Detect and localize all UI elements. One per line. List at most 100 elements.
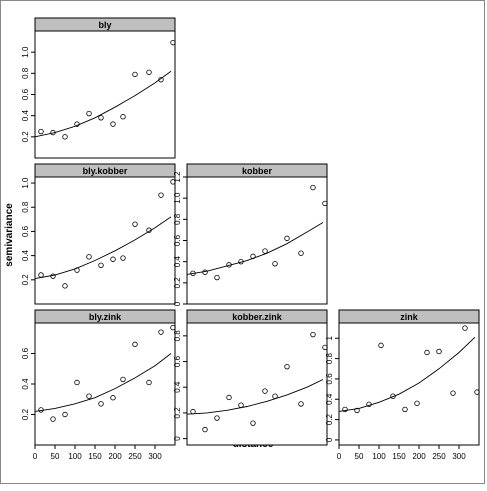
x-tick-label-bly-zink: 150 bbox=[88, 452, 102, 461]
panel-bly bbox=[34, 17, 176, 159]
data-point-bly-kobber bbox=[132, 221, 138, 227]
fit-curve-zink bbox=[338, 336, 476, 412]
data-point-bly-zink bbox=[86, 393, 92, 399]
data-point-kobber-zink bbox=[238, 402, 244, 408]
y-tick-label-bly: 0.4 bbox=[21, 110, 30, 122]
x-tick-label-bly-zink: 200 bbox=[108, 452, 122, 461]
strip-zink bbox=[338, 309, 480, 324]
x-tick-label-bly-zink: 100 bbox=[68, 452, 82, 461]
strip-title-kobber: kobber bbox=[242, 166, 273, 176]
data-point-kobber bbox=[238, 258, 244, 265]
data-point-bly-zink bbox=[158, 329, 164, 335]
x-tick-label-zink: 100 bbox=[372, 452, 386, 461]
data-point-bly-kobber bbox=[50, 273, 56, 279]
y-tick-label-bly: 0.8 bbox=[21, 67, 30, 79]
y-tick-label-bly: 1.0 bbox=[21, 46, 30, 58]
data-point-kobber bbox=[298, 250, 304, 256]
y-tick-label-kobber: 0.8 bbox=[173, 213, 182, 225]
data-point-kobber bbox=[190, 270, 196, 277]
data-point-kobber bbox=[214, 274, 220, 281]
data-point-kobber bbox=[284, 235, 290, 242]
data-point-kobber-zink bbox=[250, 420, 256, 426]
data-point-bly-zink bbox=[62, 411, 68, 418]
data-point-bly bbox=[170, 39, 176, 46]
data-point-kobber-zink bbox=[214, 415, 220, 421]
data-point-bly bbox=[158, 76, 164, 83]
data-point-zink bbox=[436, 348, 442, 355]
data-point-bly-kobber bbox=[86, 254, 92, 260]
fit-curve-kobber-zink bbox=[186, 379, 324, 415]
y-tick-label-zink: 0.6 bbox=[325, 373, 334, 385]
data-point-bly-zink bbox=[132, 341, 138, 348]
data-point-bly-kobber bbox=[120, 255, 126, 261]
y-tick-label-bly: 0.2 bbox=[21, 131, 30, 143]
data-point-bly-kobber bbox=[146, 227, 152, 233]
data-point-kobber-zink bbox=[202, 426, 208, 433]
x-tick-label-zink: 250 bbox=[432, 452, 446, 461]
data-point-zink bbox=[366, 401, 372, 408]
y-tick-label-zink: 0.2 bbox=[325, 413, 334, 425]
y-tick-label-kobber-zink: 0.6 bbox=[173, 355, 182, 367]
data-point-kobber-zink bbox=[284, 363, 290, 370]
data-point-bly-kobber bbox=[170, 179, 176, 185]
y-tick-label-kobber: 0.6 bbox=[173, 234, 182, 246]
data-point-bly bbox=[120, 114, 126, 120]
strip-kobber bbox=[186, 163, 328, 178]
y-tick-label-bly-kobber: 0.8 bbox=[21, 201, 30, 213]
y-tick-label-bly-zink: 0.4 bbox=[21, 378, 30, 390]
panel-bly-zink bbox=[34, 309, 176, 446]
x-tick-label-zink: 0 bbox=[337, 452, 342, 461]
y-tick-label-zink: 0.8 bbox=[325, 352, 334, 364]
data-point-kobber-zink bbox=[190, 408, 196, 415]
data-point-kobber bbox=[262, 248, 268, 254]
data-point-kobber bbox=[250, 253, 256, 260]
data-point-bly bbox=[110, 121, 116, 127]
data-point-zink bbox=[402, 406, 408, 413]
data-point-kobber bbox=[226, 262, 232, 268]
x-tick-label-zink: 200 bbox=[412, 452, 426, 461]
data-point-bly bbox=[38, 128, 44, 135]
strip-title-bly-kobber: bly.kobber bbox=[83, 166, 128, 176]
y-tick-label-zink: 0 bbox=[325, 437, 334, 442]
data-point-kobber bbox=[202, 269, 208, 275]
y-tick-label-kobber: 1.0 bbox=[173, 192, 182, 204]
y-axis-label: semivariance bbox=[4, 203, 15, 267]
data-point-bly-zink bbox=[170, 324, 176, 331]
strip-title-bly-zink: bly.zink bbox=[89, 312, 122, 322]
data-point-zink bbox=[462, 325, 468, 331]
data-point-bly-zink bbox=[98, 401, 104, 407]
data-point-bly bbox=[62, 134, 68, 140]
y-tick-label-bly: 0.6 bbox=[21, 88, 30, 100]
strip-bly-kobber bbox=[34, 163, 176, 178]
data-point-kobber bbox=[310, 184, 316, 191]
data-point-kobber bbox=[322, 200, 328, 207]
y-tick-label-bly-zink: 0.2 bbox=[21, 408, 30, 420]
data-point-zink bbox=[390, 393, 396, 399]
data-point-bly-kobber bbox=[62, 283, 68, 289]
data-point-kobber-zink bbox=[226, 394, 232, 401]
data-point-bly bbox=[86, 110, 92, 117]
x-tick-label-zink: 50 bbox=[355, 452, 364, 461]
data-point-kobber-zink bbox=[262, 388, 268, 394]
x-tick-label-bly-zink: 0 bbox=[33, 452, 38, 461]
data-point-kobber-zink bbox=[310, 331, 316, 338]
data-point-zink bbox=[342, 406, 348, 413]
data-point-zink bbox=[424, 349, 430, 356]
y-tick-label-kobber: 1.2 bbox=[173, 171, 182, 183]
y-tick-label-kobber-zink: 0.2 bbox=[173, 407, 182, 419]
y-tick-label-bly-kobber: 0.6 bbox=[21, 225, 30, 237]
y-tick-label-bly-kobber: 1.0 bbox=[21, 177, 30, 189]
x-tick-label-bly-zink: 250 bbox=[128, 452, 142, 461]
data-point-bly bbox=[98, 115, 104, 121]
data-point-kobber-zink bbox=[298, 401, 304, 407]
panel-kobber-zink bbox=[186, 309, 328, 446]
strip-bly-zink bbox=[34, 309, 176, 324]
y-tick-label-zink: 1 bbox=[325, 335, 334, 340]
y-tick-label-zink: 0.4 bbox=[325, 393, 334, 405]
x-tick-label-bly-zink: 300 bbox=[148, 452, 162, 461]
data-point-zink bbox=[378, 342, 384, 349]
data-point-zink bbox=[450, 390, 456, 396]
data-point-bly-zink bbox=[146, 379, 152, 386]
